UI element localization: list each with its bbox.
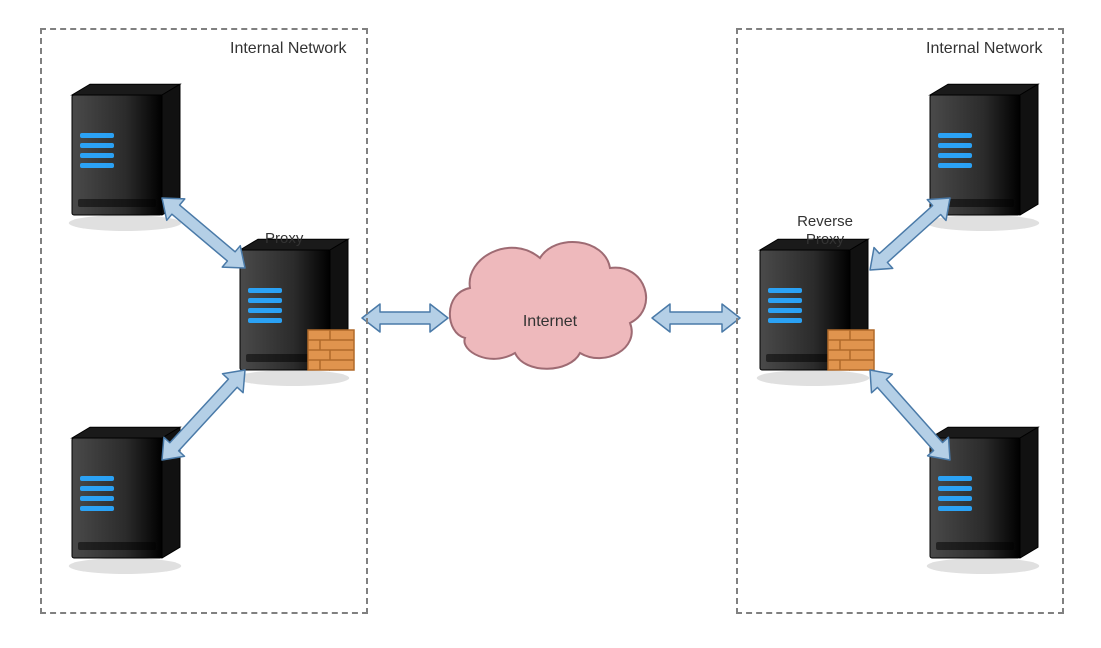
network-box-right [736,28,1064,614]
network-box-left [40,28,368,614]
label-proxy: Proxy [265,230,325,248]
cloud-icon: Internet [450,242,646,369]
network-label-left: Internal Network [230,40,347,58]
arrow-2 [362,304,448,332]
arrow-3 [652,304,740,332]
network-label-right: Internal Network [926,40,1043,58]
label-reverse_proxy: ReverseProxy [785,213,865,249]
cloud-label: Internet [523,313,578,330]
